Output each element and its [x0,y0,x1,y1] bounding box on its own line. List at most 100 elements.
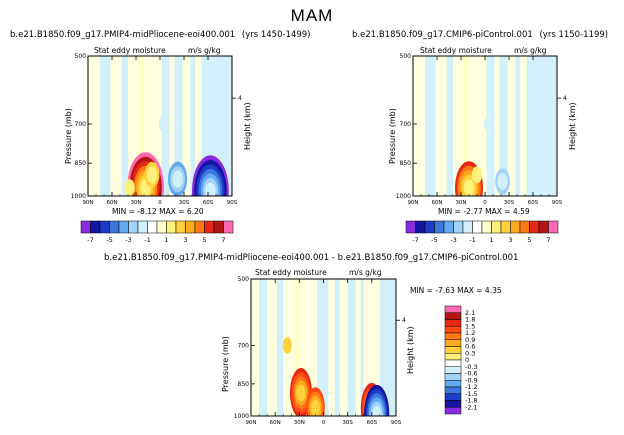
field-band [100,56,111,196]
data-blob [158,115,170,133]
colorbar-swatch [444,319,462,327]
heatmap-panel: 90N 60N 30N 0 30S 60S 90S 500 700 850 1000 4 [234,276,406,426]
colorbar-label: 1.8 [465,316,475,324]
x-tick-label: 60S [528,200,539,206]
panel-stats: MIN = -8.12 MAX = 6.20 [112,207,204,216]
colorbar-label: 0 [465,356,469,364]
heatmap-field [88,56,232,196]
colorbar-swatch [147,220,158,234]
panel-title: b.e21.B1850.f09_g17.PMIP4-midPliocene-eo… [10,30,311,40]
field-band [317,279,329,416]
x-tick-label: 60N [270,420,281,426]
x-tick-label: 60S [203,200,214,206]
field-band [526,56,557,196]
colorbar-swatch [443,220,454,234]
x-tick-label: 30S [504,200,515,206]
y-tick-label: 1000 [396,193,411,200]
colorbar-label: -7 [412,236,418,244]
colorbar-label: -1.8 [465,397,478,405]
colorbar-swatch [405,220,416,234]
colorbar-swatch [444,400,462,408]
colorbar-label: -3 [450,236,456,244]
colorbar-swatch [472,220,483,234]
colorbar-swatch [434,220,445,234]
colorbar-label: 1.5 [465,322,475,330]
x-tick-label: 30S [342,420,353,426]
colorbar-label: -1 [144,236,150,244]
y-tick-label: 700 [75,121,87,128]
heatmap-field [251,279,396,416]
data-blob [282,337,292,354]
colorbar-label: -5 [431,236,437,244]
y-tick-label: 850 [75,160,87,167]
x-tick-label: 0 [483,200,487,206]
x-tick-label: 90N [245,420,256,426]
field-band [294,279,300,416]
data-blob [296,384,306,402]
colorbar-label: 2.1 [465,309,475,317]
field-band [190,56,196,196]
field-band [334,279,340,416]
colorbar-swatch [500,220,511,234]
colorbar-swatch [99,220,110,234]
field-band [446,56,453,196]
colorbar-swatch [424,220,435,234]
y-right-tick-label: 4 [563,95,567,102]
colorbar-swatch [185,220,196,234]
y-tick-label: 500 [400,53,412,60]
colorbar-label: 7 [546,236,550,244]
colorbar-swatch [80,220,91,234]
colorbar-label: 3 [183,236,187,244]
colorbar-swatch [90,220,101,234]
heatmap-field [413,56,557,196]
colorbar-label: 1 [489,236,493,244]
field-band [515,56,521,196]
colorbar-swatch [128,220,139,234]
panel-units: m/s g/kg [349,268,382,277]
colorbar-swatch [453,220,464,234]
colorbar-swatch [156,220,167,234]
colorbar-swatch [444,380,462,388]
colorbar-label: -7 [87,236,93,244]
colorbar-label: 1 [164,236,168,244]
field-band [276,279,284,416]
colorbar-swatch [529,220,540,234]
colorbar-label: 0.3 [465,349,475,357]
colorbar-label: -2.1 [465,403,478,411]
colorbar-label: 5 [527,236,531,244]
colorbar-label: 5 [202,236,206,244]
data-blob [318,363,329,381]
panel-title-years: (yrs 1150-1199) [539,30,609,40]
data-blob [463,179,475,196]
colorbar-swatch [444,407,462,415]
y-right-tick-label: 4 [402,317,406,324]
y-tick-label: 700 [238,343,250,350]
x-tick-label: 30N [294,420,305,426]
colorbar-swatch [204,220,215,234]
x-tick-label: 90N [82,200,93,206]
colorbar-swatch [444,305,462,313]
y-tick-label: 850 [400,160,412,167]
colorbar-swatch [444,359,462,367]
x-tick-label: 60N [431,200,442,206]
y-tick-label: 500 [238,276,250,283]
x-tick-label: 90N [407,200,418,206]
colorbar-swatch [444,373,462,381]
colorbar-horizontal: -7 -5 -3 -1 1 3 5 7 [80,220,234,244]
colorbar-swatch [444,326,462,334]
colorbar-swatch [194,220,205,234]
data-blob [146,166,158,184]
field-band [259,279,268,416]
x-tick-label: 30S [179,200,190,206]
heatmap-panel: 90N 60N 30N 0 30S 60S 90S 500 700 850 1000 4 [396,53,567,206]
x-tick-label: 30N [130,200,141,206]
colorbar-swatch [444,386,462,394]
colorbar-label: 1.2 [465,329,475,337]
x-tick-label: 90S [552,200,563,206]
colorbar-swatch [444,393,462,401]
colorbar-label: 0.9 [465,336,475,344]
y-right-tick-label: 4 [238,95,242,102]
colorbar-swatch [444,346,462,354]
field-band [174,56,183,196]
